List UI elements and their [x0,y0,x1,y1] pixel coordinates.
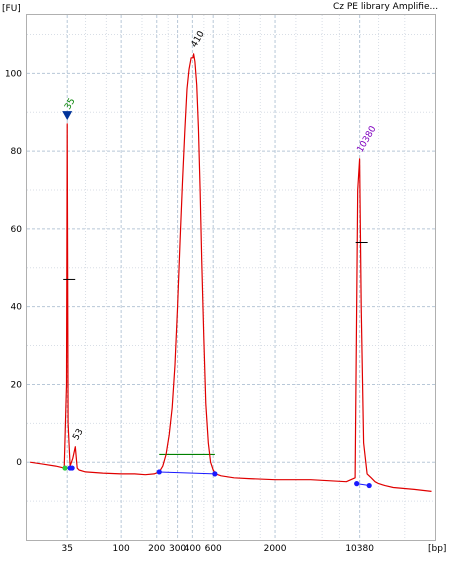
x-tick-label: 200 [148,544,165,554]
x-tick-label: 400 [184,544,201,554]
peak-markers [62,111,372,489]
x-axis-label: [bp] [428,544,446,554]
baseline-segment [159,471,215,475]
y-tick-labels: 0 20 40 60 80 100 [5,69,22,468]
chart-title: Cz PE library Amplifie... [333,2,438,12]
peak-boundary-marker [354,481,360,487]
x-tick-label: 35 [61,544,72,554]
x-tick-label: 300 [169,544,186,554]
y-tick-label: 80 [11,147,23,157]
series-lines [30,53,432,492]
series-line [30,53,432,492]
y-tick-label: 20 [11,380,23,390]
peak-boundary-marker [156,469,162,475]
lower-marker-triangle [62,111,73,121]
y-axis-label: [FU] [2,4,21,14]
peak-boundary-marker [366,482,372,489]
x-tick-label: 10380 [345,544,374,554]
y-tick-label: 0 [16,458,22,468]
x-tick-label: 600 [205,544,222,554]
grid-lines [27,15,435,540]
peak-boundary-marker [212,471,218,477]
peak-boundary-marker [69,465,75,471]
x-tick-label: 2000 [264,544,287,554]
axes: [FU] [bp] Cz PE library Amplifie... [2,2,446,554]
peak-boundary-marker [62,465,68,471]
y-tick-label: 40 [11,303,23,313]
y-tick-label: 100 [5,69,22,79]
x-tick-label: 100 [113,544,130,554]
plot-frame [26,14,436,541]
y-tick-label: 60 [11,225,23,235]
peak-label: 53 [71,427,85,442]
peak-label: 35 [63,97,77,112]
